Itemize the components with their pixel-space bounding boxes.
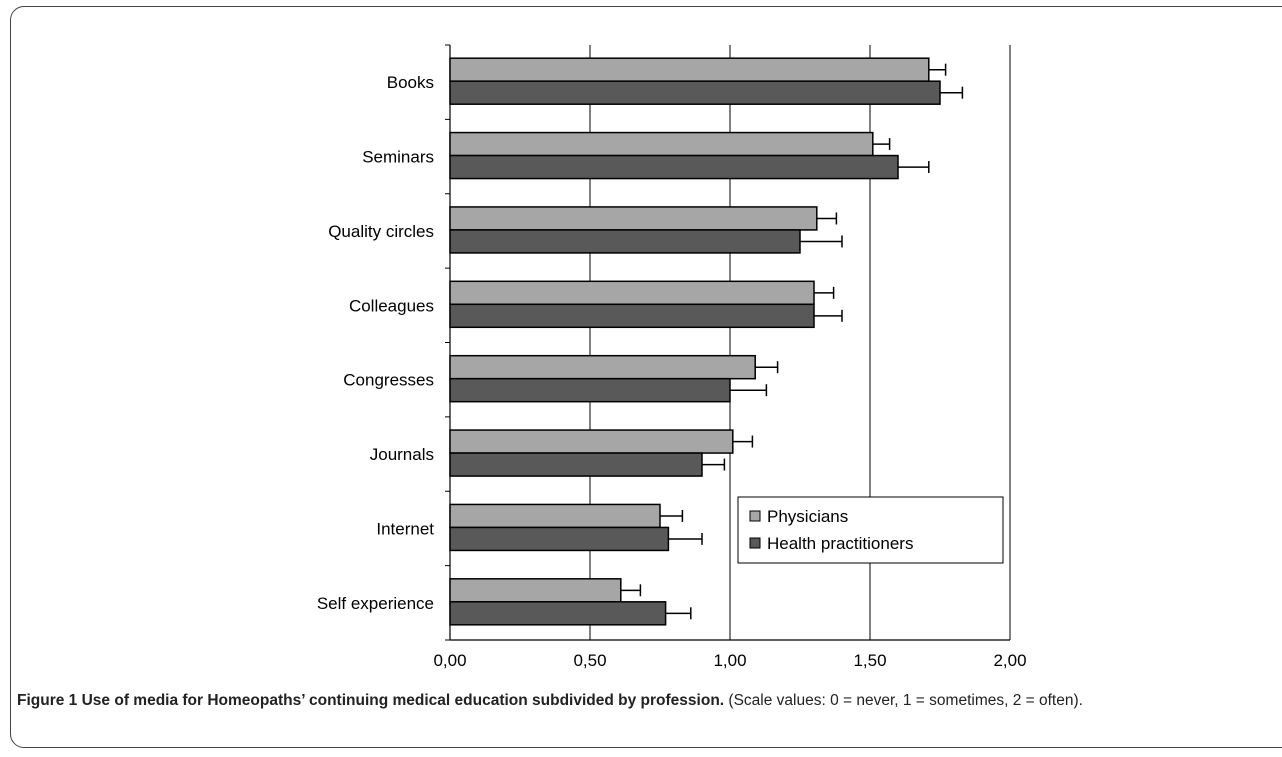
bar-physicians <box>449 280 815 306</box>
bar-physicians <box>449 354 756 380</box>
bar-physicians <box>449 429 734 454</box>
legend-swatch <box>749 510 761 522</box>
legend-label: Health practitioners <box>767 534 913 553</box>
bar-health-practitioners <box>449 229 801 254</box>
bar-health-practitioners <box>449 526 670 552</box>
bar-health-practitioners <box>449 303 815 329</box>
figure-caption: Figure 1 Use of media for Homeopaths’ co… <box>17 690 1262 711</box>
category-label: Self experience <box>317 594 434 613</box>
figure-frame <box>10 6 1282 748</box>
category-label: Congresses <box>343 371 434 390</box>
bar-health-practitioners <box>449 601 667 626</box>
legend-box <box>737 496 1004 564</box>
bar-physicians <box>449 503 661 529</box>
caption-title-line: Figure 1 Use of media for Homeopaths’ co… <box>17 692 724 709</box>
caption-label: Figure 1 <box>17 692 78 709</box>
bar-physicians <box>449 206 818 231</box>
bar-health-practitioners <box>449 154 899 180</box>
x-tick-label: 2,00 <box>993 651 1026 670</box>
category-label: Quality circles <box>328 222 434 241</box>
bar-physicians <box>449 578 622 603</box>
legend-label: Physicians <box>767 507 848 526</box>
category-label: Books <box>387 73 434 92</box>
bar-health-practitioners <box>449 377 731 403</box>
bar-chart: 0,00 0,50 1,00 1,50 2,00 Books Seminars Quality… <box>317 44 1027 670</box>
x-tick-label: 0,00 <box>433 651 466 670</box>
x-tick-label: 0,50 <box>573 651 606 670</box>
legend-swatch <box>749 537 761 549</box>
category-label: Internet <box>376 519 434 538</box>
x-tick-label: 1,50 <box>853 651 886 670</box>
bar-health-practitioners <box>449 80 941 105</box>
caption-title: Use of media for Homeopaths’ continuing … <box>81 692 725 709</box>
caption-note: (Scale values: 0 = never, 1 = sometimes,… <box>728 692 1083 709</box>
category-label: Journals <box>370 445 434 464</box>
category-label: Colleagues <box>349 296 434 315</box>
category-label: Seminars <box>362 148 434 167</box>
bar-health-practitioners <box>449 452 703 477</box>
x-tick-label: 1,00 <box>713 651 746 670</box>
bar-physicians <box>449 131 874 157</box>
bar-physicians <box>449 57 930 82</box>
